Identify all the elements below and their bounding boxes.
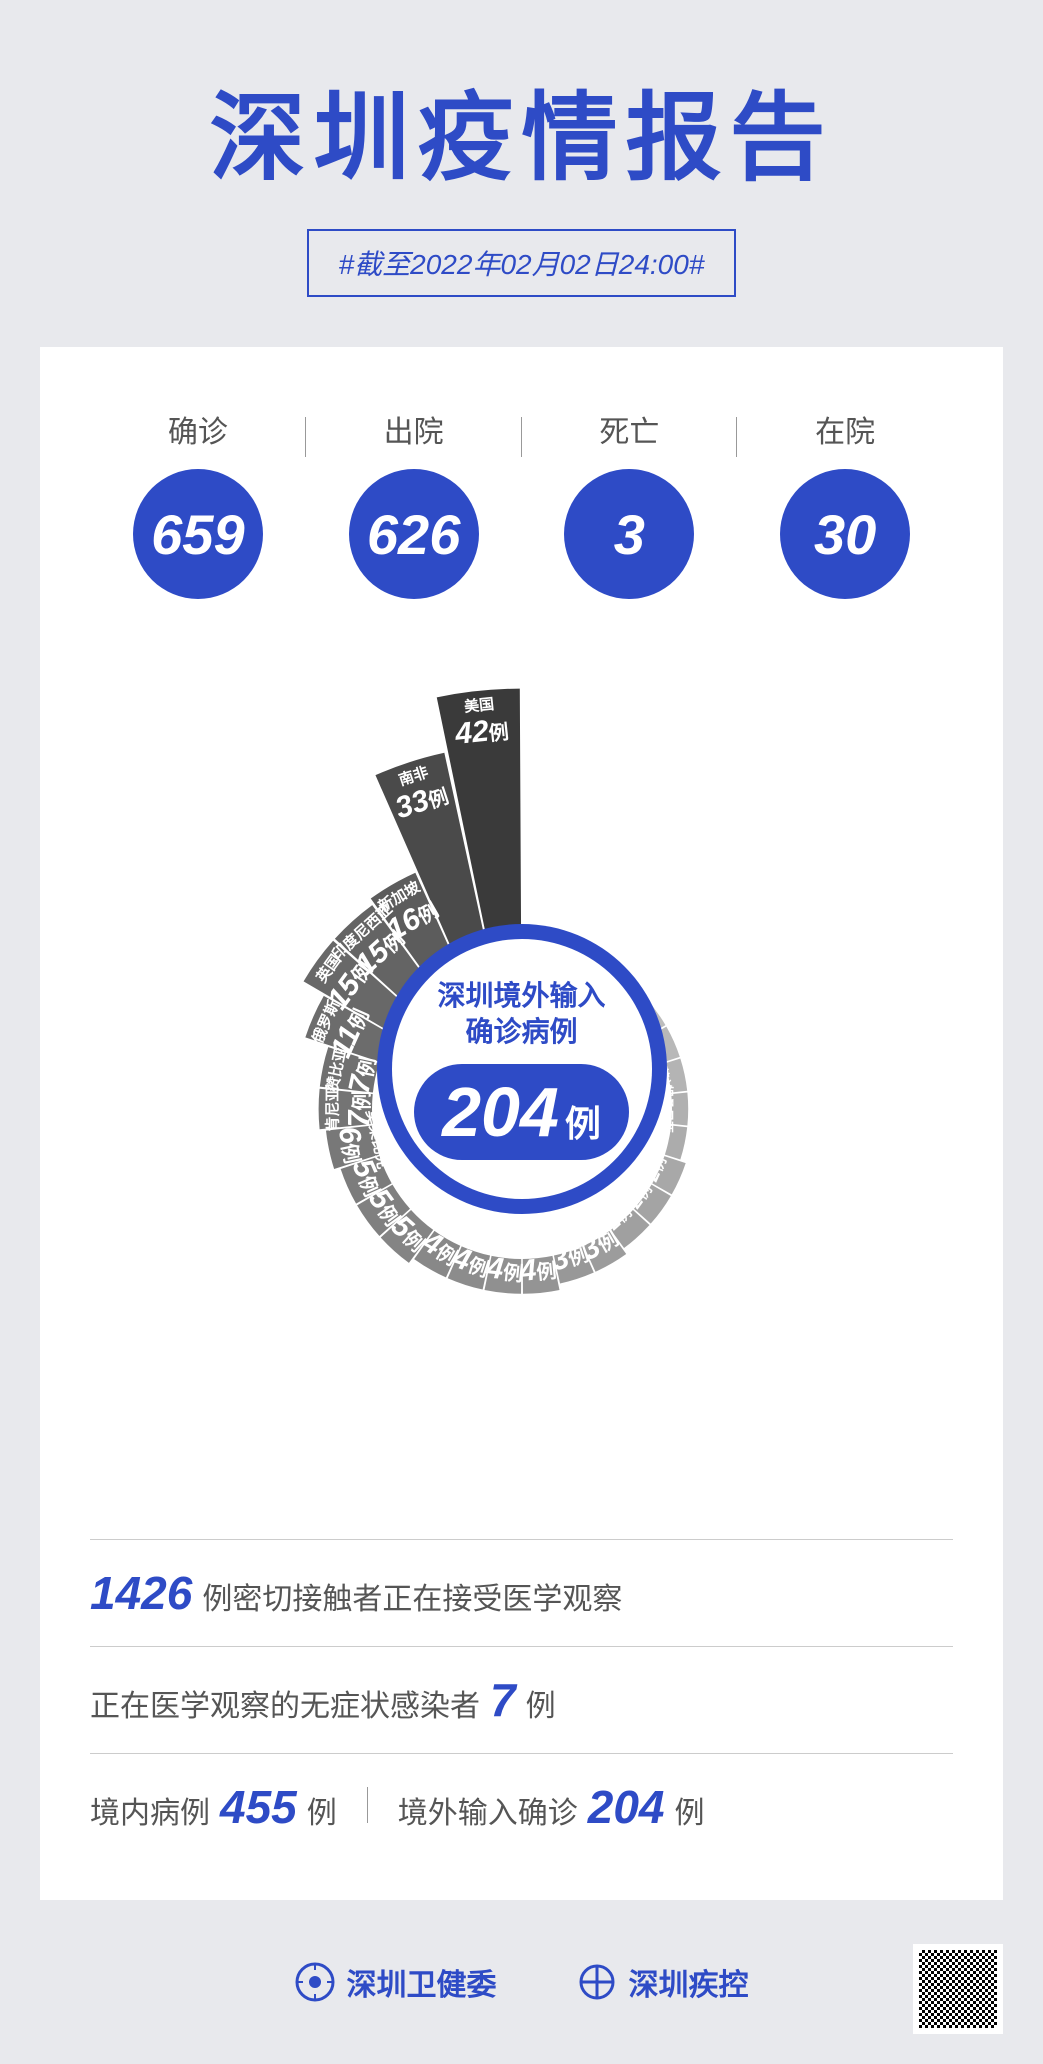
chart-center-total: 204 例: [414, 1064, 629, 1160]
subtitle-badge: #截至2022年02月02日24:00#: [307, 229, 737, 297]
chart-slice: [484, 1256, 521, 1294]
chart-slice: [318, 1089, 372, 1129]
center-total-num: 204: [442, 1072, 559, 1152]
stat-confirmed: 确诊 659: [90, 407, 306, 599]
stat-label: 在院: [737, 407, 953, 451]
chart-slice: [664, 1058, 686, 1092]
stat-deaths: 死亡 3: [522, 407, 738, 599]
stat-label: 出院: [306, 407, 522, 451]
vertical-divider: [367, 1787, 368, 1823]
info-text: 境外输入确诊: [398, 1788, 578, 1832]
info-line-2: 正在医学观察的无症状感染者 7 例: [90, 1646, 953, 1753]
info-num: 204: [588, 1780, 665, 1834]
info-text: 正在医学观察的无症状感染者: [90, 1681, 480, 1725]
stat-value: 30: [780, 469, 910, 599]
info-num: 7: [490, 1673, 516, 1727]
qr-code: [913, 1944, 1003, 2034]
info-lines: 1426 例密切接触者正在接受医学观察 正在医学观察的无症状感染者 7 例 境内…: [90, 1539, 953, 1860]
center-line1: 深圳境外输入: [437, 980, 605, 1011]
center-line2: 确诊病例: [465, 1016, 577, 1047]
info-line-3: 境内病例 455 例 境外输入确诊 204 例: [90, 1753, 953, 1860]
info-num: 455: [220, 1780, 297, 1834]
main-card: 确诊 659 出院 626 死亡 3 在院 30 深圳境外输入 确诊: [40, 347, 1003, 1900]
info-num: 1426: [90, 1566, 192, 1620]
info-text: 例: [675, 1788, 705, 1832]
footer: 深圳卫健委 深圳疾控: [40, 1940, 1003, 2024]
footer-org-2: 深圳疾控: [577, 1960, 749, 2004]
info-text: 例密切接触者正在接受医学观察: [202, 1574, 622, 1618]
page-title: 深圳疫情报告: [40, 60, 1003, 199]
stat-value: 659: [133, 469, 263, 599]
page: 深圳疫情报告 #截至2022年02月02日24:00# 确诊 659 出院 62…: [0, 0, 1043, 2064]
health-commission-icon: [295, 1962, 335, 2002]
info-text: 境内病例: [90, 1788, 210, 1832]
footer-label: 深圳疾控: [629, 1960, 749, 2004]
cdc-icon: [577, 1962, 617, 2002]
info-text: 例: [526, 1681, 556, 1725]
chart-slice: [664, 1125, 686, 1159]
radial-chart: 深圳境外输入 确诊病例 204 例 美国42例沙特阿拉伯1例刚果(布)1例塞尔维…: [92, 639, 952, 1499]
stat-discharged: 出院 626: [306, 407, 522, 599]
stats-row: 确诊 659 出院 626 死亡 3 在院 30: [90, 407, 953, 599]
info-text: 例: [307, 1788, 337, 1832]
chart-center: 深圳境外输入 确诊病例 204 例: [392, 939, 652, 1199]
stat-label: 确诊: [90, 407, 306, 451]
stat-hospitalized: 在院 30: [737, 407, 953, 599]
stat-label: 死亡: [522, 407, 738, 451]
footer-org-1: 深圳卫健委: [295, 1960, 497, 2004]
chart-center-title: 深圳境外输入 确诊病例: [437, 978, 605, 1051]
chart-slice: [522, 1256, 559, 1294]
chart-slice: [671, 1092, 688, 1125]
stat-value: 626: [349, 469, 479, 599]
center-total-unit: 例: [565, 1095, 601, 1147]
info-line-1: 1426 例密切接触者正在接受医学观察: [90, 1539, 953, 1646]
footer-label: 深圳卫健委: [347, 1960, 497, 2004]
stat-value: 3: [564, 469, 694, 599]
